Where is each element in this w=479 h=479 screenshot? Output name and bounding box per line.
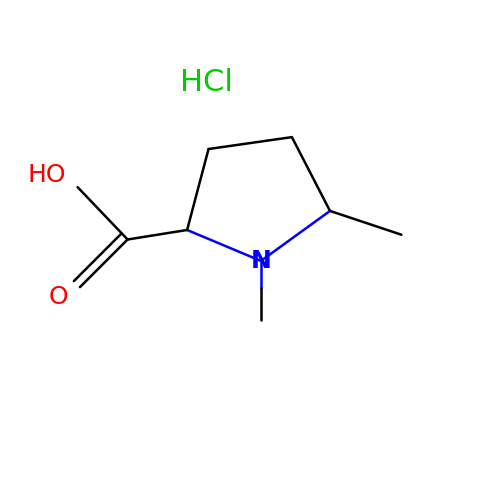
- Text: HCl: HCl: [180, 68, 233, 97]
- Text: N: N: [251, 249, 272, 273]
- Text: HO: HO: [27, 163, 66, 187]
- Text: O: O: [49, 285, 68, 308]
